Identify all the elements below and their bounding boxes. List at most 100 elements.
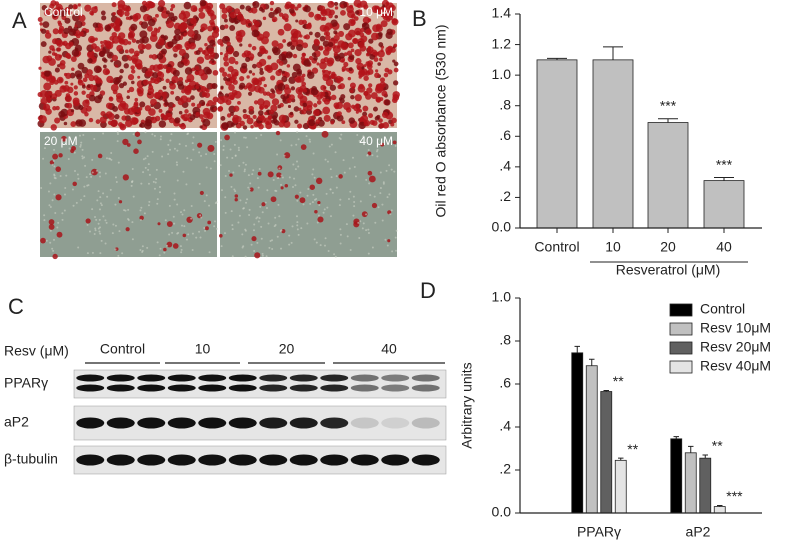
cell: [127, 208, 130, 211]
cell: [323, 25, 330, 33]
cell: [367, 148, 370, 151]
cell: [207, 25, 214, 32]
cell: [152, 180, 155, 183]
cell: [224, 18, 228, 23]
cell: [306, 194, 309, 197]
cell: [93, 65, 102, 74]
cell: [296, 228, 299, 231]
cell: [130, 184, 133, 187]
cell: [290, 86, 296, 91]
cell: [202, 66, 211, 75]
cell: [40, 97, 48, 105]
cell: [299, 95, 308, 104]
cell: [243, 136, 246, 139]
cell: [252, 114, 257, 120]
cell: [178, 48, 186, 56]
cell: [357, 221, 360, 224]
cell: [288, 176, 291, 179]
cell: [229, 173, 233, 177]
cell: [352, 156, 355, 159]
cell: [157, 222, 161, 226]
cell: [47, 90, 53, 96]
cell: [271, 40, 279, 48]
cell: [144, 166, 147, 169]
cell: [345, 223, 348, 226]
cell: [87, 184, 90, 187]
cell: [224, 196, 227, 199]
cell: [386, 196, 389, 199]
cell: [157, 64, 163, 70]
cell: [102, 132, 105, 135]
cell: [329, 168, 332, 171]
cell: [264, 49, 269, 54]
significance: ***: [716, 156, 733, 172]
band: [137, 374, 166, 382]
cell: [203, 200, 206, 203]
cell: [90, 84, 98, 92]
bar: [670, 438, 683, 514]
cell: [204, 226, 209, 231]
cell: [341, 66, 347, 72]
cell: [281, 70, 285, 74]
cell: [262, 100, 271, 108]
cell: [180, 251, 183, 254]
cell: [358, 70, 365, 78]
bar: [684, 452, 697, 514]
cell: [180, 114, 185, 119]
cell: [57, 64, 61, 68]
cell: [105, 157, 108, 160]
cell: [183, 225, 186, 228]
cell: [229, 25, 236, 31]
cell: [201, 91, 208, 98]
cell: [161, 91, 168, 98]
cell: [183, 1, 192, 10]
cell: [334, 151, 337, 154]
cell: [379, 192, 382, 195]
cell: [306, 71, 315, 79]
cell: [146, 246, 149, 249]
cell: [133, 148, 139, 154]
cell: [222, 145, 225, 148]
cell: [116, 140, 119, 143]
cell: [109, 96, 113, 100]
cell: [103, 64, 107, 69]
cell: [195, 236, 198, 239]
cell: [199, 0, 207, 7]
band: [106, 384, 135, 392]
cell: [176, 163, 179, 166]
cell: [128, 48, 135, 54]
cell: [329, 215, 332, 218]
cell: [269, 7, 274, 11]
cell: [52, 159, 55, 162]
cell: [48, 204, 51, 207]
cell: [279, 139, 282, 142]
cell: [215, 227, 218, 230]
cell: [75, 201, 78, 204]
cell: [390, 168, 393, 171]
cell: [323, 114, 331, 122]
cell: [384, 238, 387, 241]
cell: [295, 86, 304, 95]
cell: [190, 158, 193, 161]
cell: [379, 77, 386, 83]
cell: [77, 177, 80, 180]
cell: [109, 36, 115, 41]
cell: [77, 78, 83, 84]
cell: [208, 204, 211, 207]
cell: [121, 252, 124, 255]
cell: [40, 41, 47, 48]
cell: [42, 157, 45, 160]
cell: [382, 4, 386, 8]
cell: [278, 167, 281, 170]
cell: [142, 158, 145, 161]
band: [289, 454, 318, 466]
cell: [244, 255, 247, 258]
cell: [76, 173, 79, 176]
cell: [271, 119, 276, 124]
cell: [293, 177, 296, 180]
cell: [359, 200, 362, 203]
cell: [337, 84, 342, 90]
cell: [225, 5, 233, 13]
band: [137, 417, 166, 429]
cell: [157, 38, 165, 46]
